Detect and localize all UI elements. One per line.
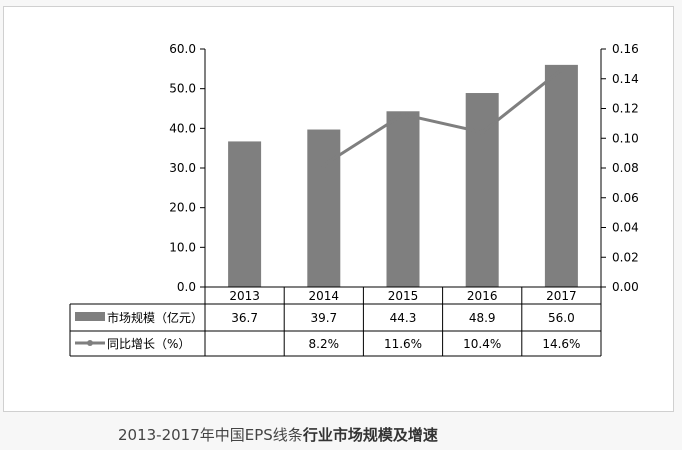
right-tick-label: 0.00	[612, 280, 639, 294]
growth-point	[400, 111, 406, 118]
right-tick-label: 0.04	[612, 221, 639, 235]
left-tick-label: 60.0	[169, 42, 196, 56]
chart-caption: 2013-2017年中国EPS线条行业市场规模及增速	[118, 424, 438, 445]
bar	[228, 141, 262, 287]
bar-data-label: 56.0	[548, 311, 575, 325]
bar	[307, 129, 341, 287]
bar-series-name: 市场规模（亿元）	[107, 310, 203, 325]
right-tick-label: 0.14	[612, 72, 639, 86]
right-tick-label: 0.02	[612, 250, 639, 264]
x-category-label: 2016	[467, 289, 498, 303]
x-category-label: 2013	[229, 289, 260, 303]
growth-point	[479, 129, 486, 136]
growth-data-label: 11.6%	[384, 337, 422, 351]
caption-bold-text: 行业市场规模及增速	[302, 426, 438, 444]
bar-legend-key	[75, 312, 105, 321]
growth-point	[320, 162, 327, 169]
right-tick-label: 0.10	[612, 131, 639, 145]
growth-data-label: 14.6%	[542, 337, 580, 351]
left-tick-label: 30.0	[169, 161, 196, 175]
caption-text: 2013-2017年中国EPS线条	[118, 426, 303, 444]
growth-line	[322, 68, 563, 167]
growth-point	[558, 66, 565, 73]
bar	[544, 64, 578, 287]
line-series-name: 同比增长（%）	[107, 337, 190, 351]
bar-data-label: 48.9	[469, 311, 496, 325]
left-tick-label: 40.0	[169, 121, 196, 135]
right-tick-label: 0.16	[612, 42, 639, 56]
right-tick-label: 0.12	[612, 102, 639, 116]
x-category-label: 2014	[309, 289, 340, 303]
left-tick-label: 10.0	[169, 240, 196, 254]
bar-data-label: 39.7	[310, 311, 337, 325]
left-tick-label: 20.0	[169, 201, 196, 215]
bar-data-label: 36.7	[231, 311, 258, 325]
combo-chart: 0.0 10.0 20.0 30.0 40.0 50.0 60.0 0.00 0.02 0.04…	[69, 42, 639, 357]
growth-data-label: 8.2%	[309, 337, 340, 351]
right-tick-label: 0.06	[612, 191, 639, 205]
bar-data-label: 44.3	[390, 311, 417, 325]
bar	[386, 111, 420, 287]
left-tick-label: 50.0	[169, 82, 196, 96]
right-tick-label: 0.08	[612, 161, 639, 175]
line-legend-marker	[87, 340, 93, 346]
x-category-label: 2017	[546, 289, 577, 303]
left-tick-label: 0.0	[177, 280, 196, 294]
x-category-label: 2015	[388, 289, 419, 303]
growth-data-label: 10.4%	[463, 337, 501, 351]
chart-frame: 0.0 10.0 20.0 30.0 40.0 50.0 60.0 0.00 0.02 0.04…	[3, 6, 674, 412]
